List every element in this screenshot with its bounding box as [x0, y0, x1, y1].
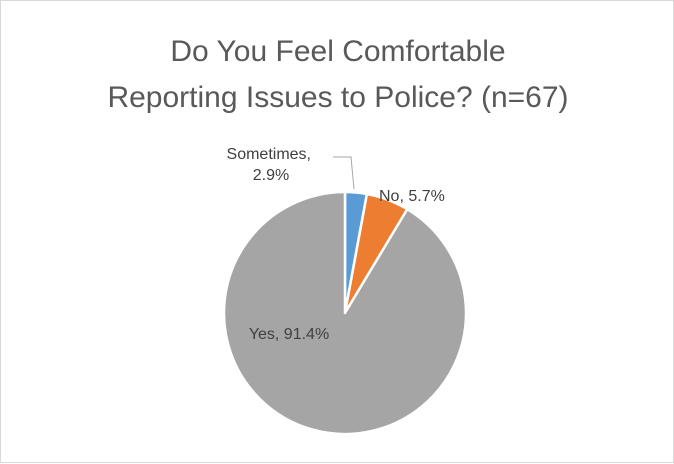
pie-slice-yes: [222, 190, 468, 436]
data-label-yes-line-1: Yes, 91.4%: [249, 326, 329, 343]
data-label-sometimes-line-1: Sometimes,: [227, 146, 311, 163]
data-label-sometimes-line-2: 2.9%: [253, 167, 289, 184]
data-labels: Sometimes, 2.9% No, 5.7% Yes, 91.4%: [227, 146, 445, 343]
data-label-sometimes: Sometimes, 2.9%: [227, 146, 316, 184]
data-label-no: No, 5.7%: [379, 188, 445, 205]
chart-title-line-1: Do You Feel Comfortable: [170, 35, 506, 68]
data-label-yes: Yes, 91.4%: [249, 326, 329, 343]
leader-lines: [333, 156, 355, 190]
leader-line-sometimes: [333, 156, 355, 190]
chart-title-line-2: Reporting Issues to Police? (n=67): [107, 81, 569, 114]
chart-title: Do You Feel Comfortable Reporting Issues…: [1, 29, 674, 121]
data-label-no-line-1: No, 5.7%: [379, 188, 445, 205]
pie-slices: [222, 190, 468, 436]
